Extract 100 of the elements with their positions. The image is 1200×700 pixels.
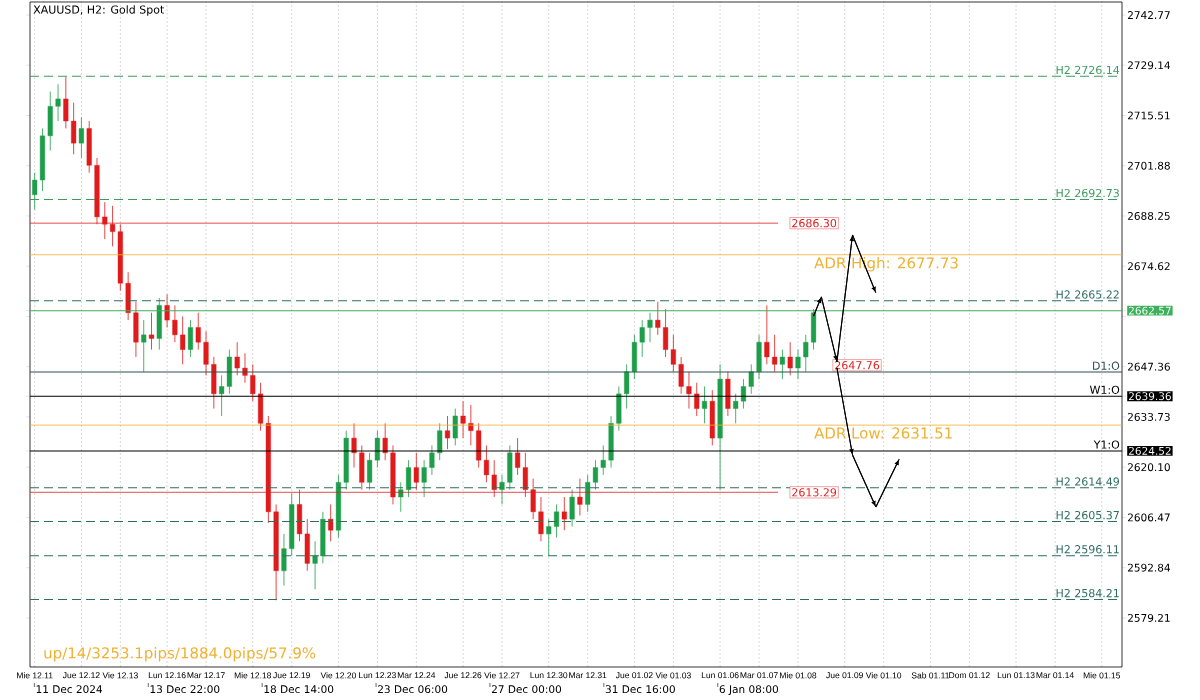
y-tick-label: 2715.51 xyxy=(1127,111,1170,120)
candlestick xyxy=(187,319,193,358)
candlestick xyxy=(148,312,155,350)
y-tick-label: 2662.57 xyxy=(1128,306,1171,315)
y-tick-label: 2674.62 xyxy=(1127,262,1170,271)
text: 27 Dec 00:00 xyxy=(491,685,562,694)
candlestick xyxy=(748,363,754,395)
x-tick-label: Mie 12.18 xyxy=(234,672,272,679)
candlestick xyxy=(413,452,419,491)
candlestick xyxy=(553,504,560,538)
candlestick xyxy=(351,422,357,468)
y-tick-label: 2633.73 xyxy=(1127,412,1170,421)
y-tick-label: 2742.77 xyxy=(1127,11,1170,19)
candlestick xyxy=(561,496,567,531)
y-tick-label: 2701.88 xyxy=(1127,161,1170,170)
candlestick xyxy=(312,540,318,590)
x-tick-label: Mar 01.07 xyxy=(740,672,778,679)
candlestick xyxy=(655,301,661,336)
candlestick xyxy=(164,293,170,328)
ref-line-label: 2686.30 xyxy=(792,219,837,228)
candlestick xyxy=(639,319,645,358)
candlestick xyxy=(795,349,801,380)
x-tick-label: Mar 12.17 xyxy=(187,672,225,679)
text: 6 Jan 08:00 xyxy=(719,685,779,696)
ref-line-label: H2 2614.49 xyxy=(1056,477,1120,486)
x-tick-label: Mar 01.14 xyxy=(1036,672,1074,679)
x-tick-label: Lun 12.16 xyxy=(148,672,186,679)
ref-line-label: H2 2692.73 xyxy=(1056,188,1119,198)
x-tick-label: Jue 12.12 xyxy=(62,672,100,679)
candlestick xyxy=(460,400,466,439)
annotation: up/14/3253.1pips/1884.0pips/57.9% xyxy=(44,646,316,662)
x-tick-label: Dom 01.12 xyxy=(949,672,990,679)
ref-line-label: H2 2605.37 xyxy=(1056,510,1119,520)
x-tick-label: Vie 12.13 xyxy=(102,672,138,679)
y-tick-label: 2688.25 xyxy=(1127,212,1170,220)
candlestick xyxy=(63,76,69,129)
candlestick xyxy=(538,496,544,542)
candlestick xyxy=(686,371,692,409)
x-tick-label: Vie 01.10 xyxy=(865,672,902,679)
ref-line-label: W1:O xyxy=(1089,385,1120,394)
x-tick-label: Jue 01.09 xyxy=(826,672,863,679)
x-tick-label: Lun 12.30 xyxy=(530,672,568,679)
x-tick-label: Vie 12.20 xyxy=(320,672,356,679)
candlestick xyxy=(569,489,575,527)
candlestick xyxy=(546,518,552,557)
candlestick xyxy=(429,445,435,476)
y-tick-label: 2729.14 xyxy=(1127,61,1171,70)
x-tick-label: Lun 01.06 xyxy=(701,672,739,679)
x-tick-label: Vie 01.03 xyxy=(655,672,691,679)
candlestick xyxy=(437,422,443,461)
ref-line-label: H2 2584.21 xyxy=(1056,588,1119,598)
x-tick-label: Jue 12.19 xyxy=(273,672,310,679)
candlestick xyxy=(678,356,684,395)
y-tick-label: 2647.36 xyxy=(1127,362,1170,371)
text: 18 Dec 14:00 xyxy=(264,685,334,694)
candlestick xyxy=(55,83,61,122)
candlestick xyxy=(624,363,630,409)
x-tick-label: Mie 01.15 xyxy=(1083,672,1121,679)
text: 13 Dec 22:00 xyxy=(150,685,220,694)
x-tick-label: Jue 01.02 xyxy=(615,672,653,679)
candlestick xyxy=(694,382,700,417)
ref-line-label: H2 2726.14 xyxy=(1056,65,1120,75)
candlestick xyxy=(406,459,412,498)
candlestick xyxy=(499,474,505,505)
annotation: 2647.76 xyxy=(835,361,880,370)
candlestick xyxy=(779,349,785,380)
candlestick xyxy=(764,304,770,365)
x-tick-label: Vie 12.27 xyxy=(484,672,520,679)
x-tick-label: Lun 01.13 xyxy=(997,672,1035,679)
candlestick xyxy=(600,445,606,476)
y-tick-label: 2606.47 xyxy=(1127,513,1170,522)
ref-line-label: 2613.29 xyxy=(792,488,837,497)
candlestick xyxy=(452,408,458,446)
candlestick xyxy=(787,341,793,376)
candlestick xyxy=(328,504,334,542)
x-tick-label: Mar 12.24 xyxy=(397,672,436,679)
chart-title: XAUUSD, H2: Gold Spot xyxy=(33,5,164,16)
x-tick-label: Sab 01.11 xyxy=(911,672,950,679)
candlestick xyxy=(701,386,708,424)
x-tick-label: Mie 01.08 xyxy=(780,672,817,679)
text: 11 Dec 2024 xyxy=(36,685,103,694)
candlestick xyxy=(444,415,451,450)
candlestick xyxy=(398,481,404,513)
candlestick xyxy=(382,422,388,461)
x-tick-label: Mie 12.11 xyxy=(17,672,53,679)
y-tick-label: 2579.21 xyxy=(1127,613,1170,622)
y-tick-label: 2639.36 xyxy=(1128,392,1171,401)
candlestick xyxy=(172,304,178,343)
ref-line-label: H2 2665.22 xyxy=(1056,290,1119,299)
candlestick xyxy=(141,319,147,373)
y-tick-label: 2592.84 xyxy=(1127,563,1171,572)
x-tick-label: Jue 12.26 xyxy=(444,672,482,679)
candlestick xyxy=(234,341,240,376)
candlestick xyxy=(281,533,287,586)
ref-line-label: D1:O xyxy=(1093,361,1120,370)
y-tick-label: 2620.10 xyxy=(1127,463,1170,472)
candlestick xyxy=(71,102,77,155)
candlestick xyxy=(78,116,84,159)
candlestick xyxy=(195,312,201,350)
ref-line-label: H2 2596.11 xyxy=(1056,545,1119,554)
